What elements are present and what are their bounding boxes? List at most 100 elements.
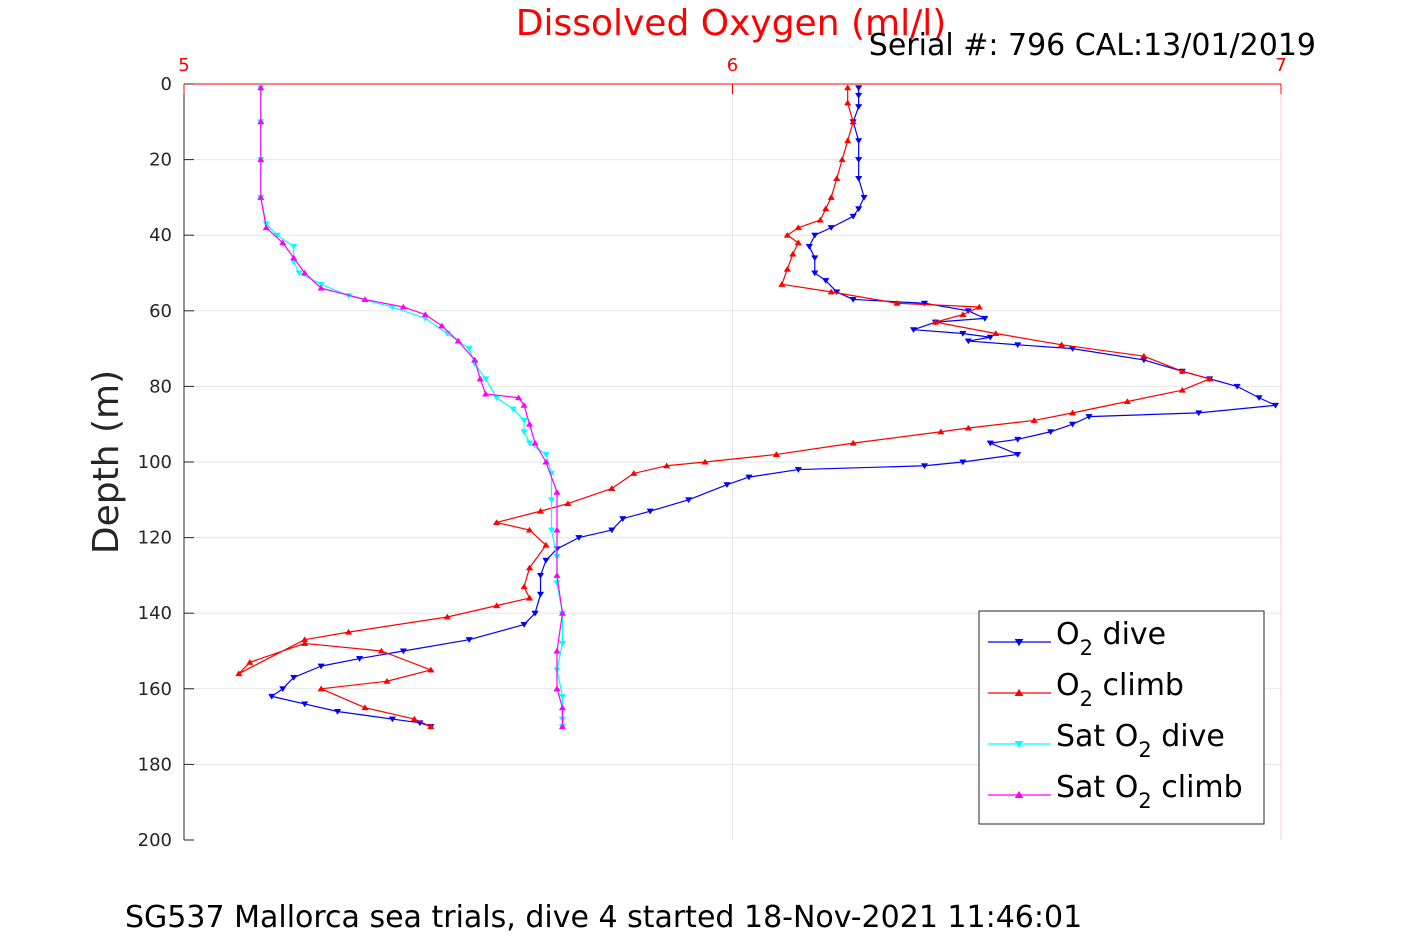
data-point bbox=[531, 610, 539, 617]
x-tick-label: 7 bbox=[1275, 55, 1286, 76]
data-point bbox=[542, 458, 550, 465]
data-point bbox=[465, 637, 473, 644]
data-point bbox=[520, 417, 528, 424]
data-point bbox=[520, 401, 528, 408]
legend-item-1: O2 climb bbox=[988, 668, 1184, 711]
data-point bbox=[333, 708, 342, 715]
data-point bbox=[399, 303, 408, 310]
legend-label-prefix: O bbox=[1056, 617, 1080, 652]
data-point bbox=[421, 311, 429, 318]
data-point bbox=[547, 497, 556, 504]
data-point bbox=[290, 674, 298, 681]
data-point bbox=[992, 330, 1000, 336]
data-point bbox=[262, 221, 270, 228]
data-point bbox=[772, 451, 781, 457]
chart-title: Dissolved Oxygen (ml/l) bbox=[516, 3, 947, 44]
legend-item-3: Sat O2 climb bbox=[988, 770, 1243, 813]
data-point bbox=[427, 666, 435, 673]
y-tick-label: 40 bbox=[149, 225, 172, 246]
data-point bbox=[525, 526, 534, 533]
data-point bbox=[558, 723, 567, 730]
data-point bbox=[257, 118, 265, 125]
data-point bbox=[262, 224, 270, 231]
data-point bbox=[553, 580, 561, 587]
data-point bbox=[822, 205, 830, 212]
data-point bbox=[290, 244, 298, 250]
data-point bbox=[399, 648, 408, 655]
series-3 bbox=[257, 84, 567, 730]
data-point bbox=[492, 519, 501, 525]
y-axis-label: Depth (m) bbox=[86, 370, 127, 554]
data-point bbox=[553, 572, 561, 578]
data-point bbox=[663, 462, 671, 469]
data-point bbox=[855, 138, 863, 145]
data-point bbox=[536, 507, 545, 514]
data-point bbox=[959, 459, 967, 466]
data-point bbox=[855, 157, 863, 163]
data-point bbox=[1271, 402, 1280, 409]
data-point bbox=[789, 250, 797, 257]
data-point bbox=[525, 564, 534, 571]
x-tick-label: 6 bbox=[727, 55, 738, 76]
data-point bbox=[564, 500, 572, 507]
legend-item-2: Sat O2 dive bbox=[988, 719, 1225, 762]
data-point bbox=[410, 715, 419, 722]
data-point bbox=[811, 270, 819, 277]
data-point bbox=[920, 300, 929, 307]
y-tick-label: 20 bbox=[149, 150, 172, 171]
y-tick-label: 200 bbox=[138, 830, 172, 851]
data-point bbox=[301, 640, 309, 646]
data-point bbox=[937, 428, 945, 435]
data-point bbox=[443, 613, 451, 620]
data-point bbox=[630, 469, 638, 476]
data-point bbox=[855, 104, 863, 111]
data-point bbox=[931, 318, 940, 325]
data-point bbox=[811, 232, 819, 239]
data-point bbox=[1085, 414, 1093, 420]
legend-label: O2 climb bbox=[1056, 668, 1184, 711]
data-point bbox=[558, 609, 567, 616]
y-tick-label: 140 bbox=[138, 603, 172, 624]
data-point bbox=[964, 338, 973, 345]
caption: SG537 Mallorca sea trials, dive 4 starte… bbox=[125, 900, 1082, 935]
data-point bbox=[959, 311, 967, 318]
data-point bbox=[1014, 451, 1022, 458]
data-point bbox=[1206, 375, 1214, 382]
data-point bbox=[542, 557, 550, 564]
data-point bbox=[849, 213, 857, 220]
data-point bbox=[547, 527, 556, 534]
data-point bbox=[684, 497, 693, 504]
data-point bbox=[745, 474, 753, 481]
data-point bbox=[964, 424, 973, 431]
data-point bbox=[723, 482, 731, 489]
legend-label-suffix: climb bbox=[1152, 770, 1243, 805]
data-point bbox=[520, 429, 528, 436]
data-point bbox=[827, 194, 835, 200]
data-point bbox=[827, 225, 835, 231]
data-point bbox=[317, 281, 325, 288]
data-point bbox=[536, 591, 545, 598]
data-point bbox=[558, 640, 567, 647]
legend-label-prefix: O bbox=[1056, 668, 1080, 703]
data-point bbox=[1178, 386, 1186, 393]
data-point bbox=[1233, 383, 1241, 390]
data-point bbox=[514, 394, 523, 401]
series-2 bbox=[257, 85, 567, 730]
data-point bbox=[805, 244, 813, 250]
data-point bbox=[525, 420, 534, 427]
data-point bbox=[246, 658, 254, 665]
legend-label: O2 dive bbox=[1056, 617, 1166, 660]
data-point bbox=[290, 254, 298, 261]
legend-item-0: O2 dive bbox=[988, 617, 1166, 660]
data-point bbox=[849, 296, 857, 303]
y-tick-label: 160 bbox=[138, 679, 172, 700]
data-point bbox=[833, 175, 841, 181]
data-point bbox=[1255, 395, 1263, 402]
data-point bbox=[235, 670, 243, 677]
data-point bbox=[619, 516, 627, 523]
data-point bbox=[608, 527, 616, 534]
data-point bbox=[536, 572, 545, 579]
data-point bbox=[860, 194, 868, 201]
data-point bbox=[1057, 341, 1066, 348]
